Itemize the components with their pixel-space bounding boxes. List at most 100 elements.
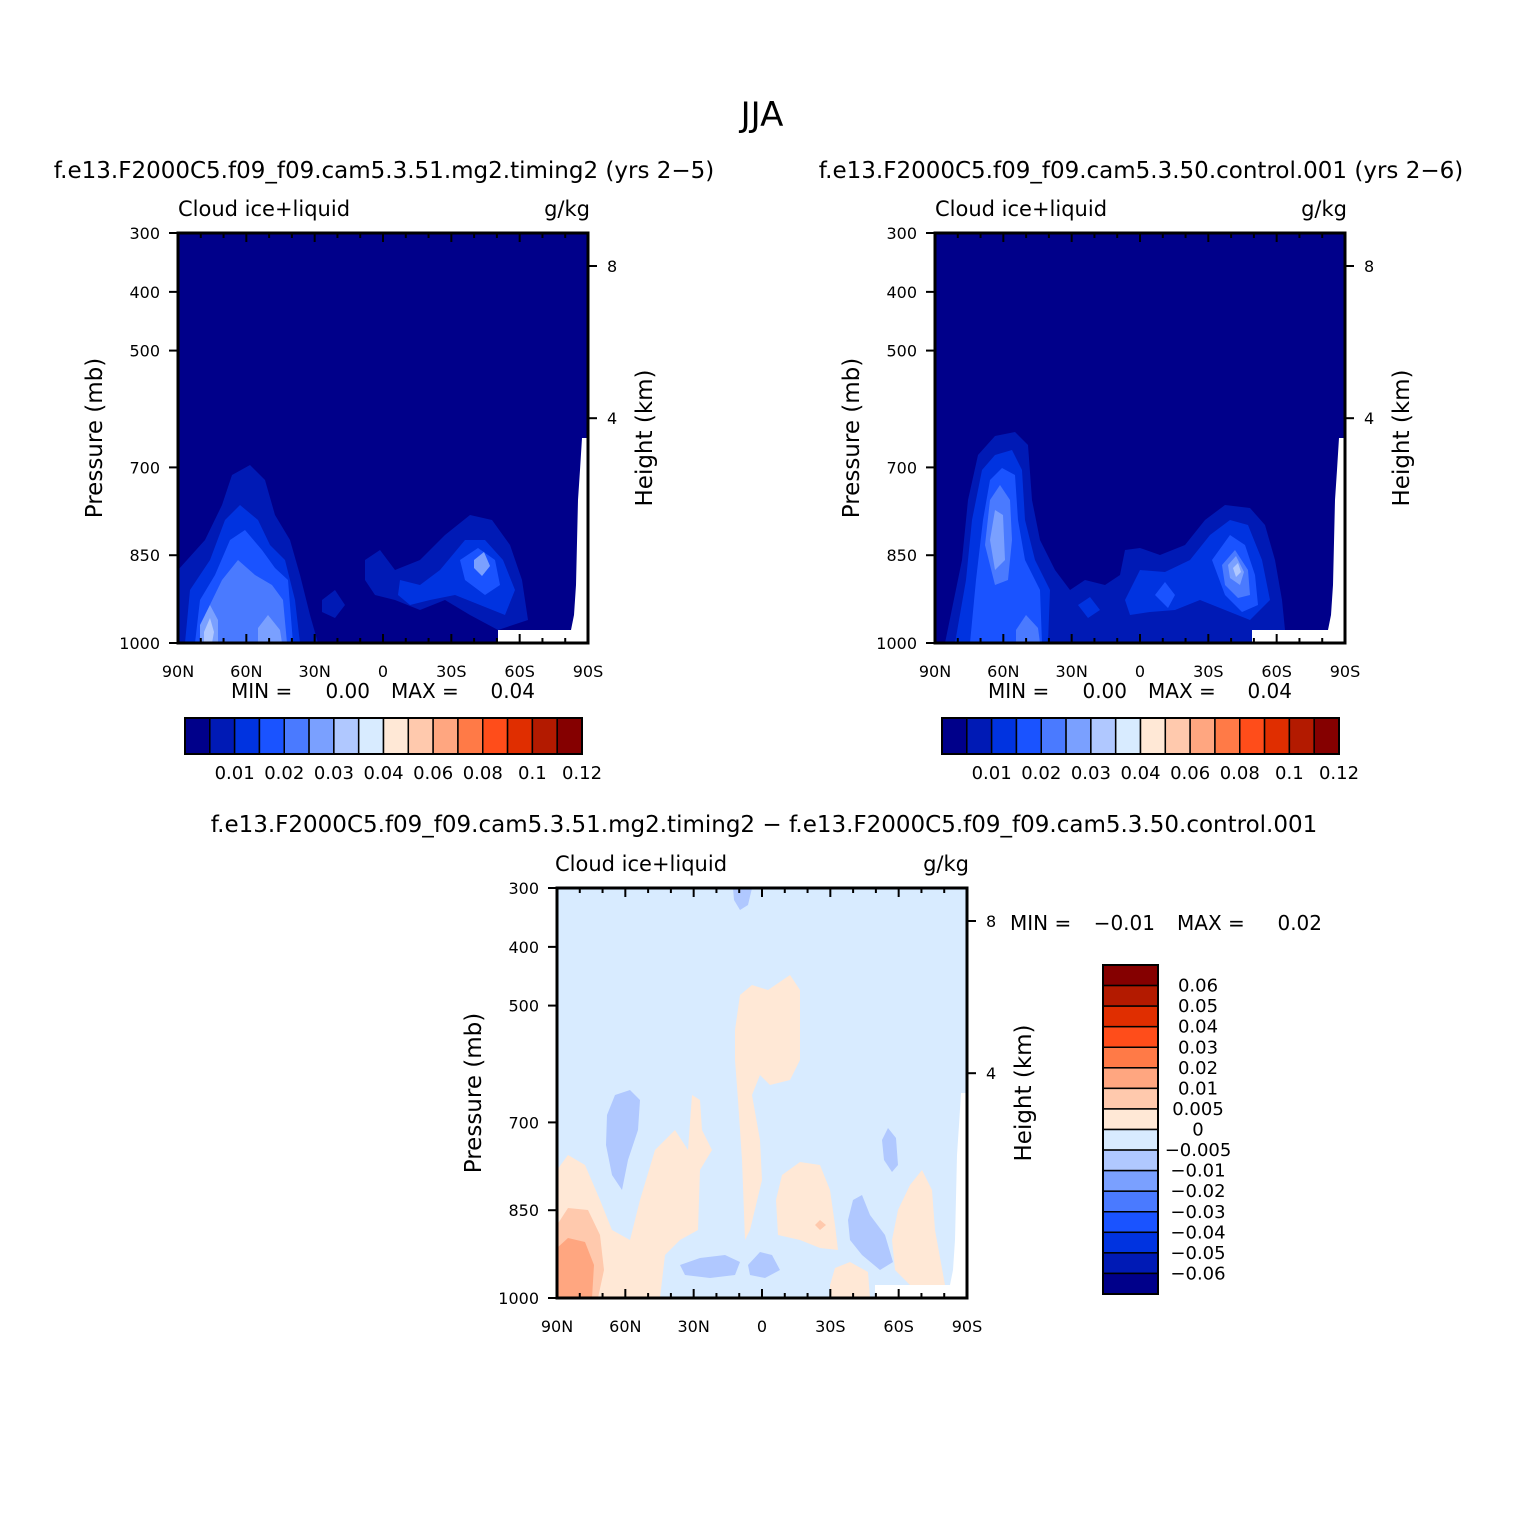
colorbar-label: 0.03 [1178,1037,1218,1058]
colorbar-swatch [1114,717,1142,755]
x-tick-label: 30N [299,662,331,681]
contour-band [1016,615,1040,643]
colorbar-swatch [1102,1169,1159,1192]
colorbar-swatch [1102,1067,1159,1090]
contour-band [892,1170,945,1285]
y-tick-label: 300 [886,224,917,243]
panel-2-title: f.e13.F2000C5.f09_f09.cam5.3.50.control.… [819,158,1463,184]
colorbar-swatch [457,717,484,755]
y-tick-label: 1000 [498,1289,539,1308]
contour-band [606,1090,640,1190]
colorbar-frame [941,717,1340,755]
x-tick-label: 90S [573,662,604,681]
contour-band [204,618,214,643]
panel-3-max-label: MAX = [1177,911,1245,935]
colorbar-label: 0.06 [1178,976,1218,997]
colorbar-swatch [1102,1190,1159,1213]
contour-band [776,1162,838,1250]
colorbar-swatch [482,717,509,755]
colorbar-swatch [1102,984,1159,1007]
x-tick-label: 30S [436,662,467,681]
colorbar-swatch [506,717,534,755]
panel-3-max-value: 0.02 [1277,911,1322,935]
colorbar-label: −0.01 [1170,1161,1225,1182]
colorbar-swatch [233,717,261,755]
panel-2-max-label: MAX = [1148,679,1216,703]
colorbar-label: −0.05 [1170,1243,1225,1264]
colorbar-label: 0.06 [413,763,453,784]
panel-3-ylabel: Pressure (mb) [461,1013,487,1173]
missing-data [1328,438,1345,630]
colorbar-swatch [1139,717,1167,755]
panel-1-max-label: MAX = [391,679,459,703]
x-tick-label: 90N [541,1317,573,1336]
colorbar-label: 0.01 [972,763,1012,784]
panel-1-units-label: g/kg [544,197,590,221]
colorbar-swatch [308,717,335,755]
panel-1-colorbar: 0.01 0.02 0.03 0.04 0.06 0.08 0.1 0.12 [184,717,602,784]
colorbar-swatch [1102,1046,1159,1069]
y-tick-label: 400 [129,283,160,302]
colorbar-label: 0.08 [1220,763,1260,784]
colorbar-label: 0.02 [264,763,304,784]
panel-1-ylabel: Pressure (mb) [82,358,108,518]
panel-2-units-label: g/kg [1301,197,1347,221]
y-tick-label: 500 [129,342,160,361]
colorbar-swatch [1102,1025,1159,1048]
y-tick-label: 850 [508,1201,539,1220]
contour-band [1233,563,1241,577]
colorbar-label: 0.1 [518,763,547,784]
colorbar-label: 0.12 [562,763,602,784]
colorbar-label: 0.1 [1275,763,1304,784]
colorbar-label: 0.05 [1178,996,1218,1017]
panel-3-colorbar: 0.060.050.040.030.020.010.0050−0.005−0.0… [1102,964,1232,1295]
y-tick-label: 1000 [876,634,917,653]
colorbar-swatch [184,717,211,755]
contour-band [680,1255,740,1278]
contour-band [815,1220,826,1230]
x-tick-label: 0 [757,1317,767,1336]
contour-band [848,1195,893,1270]
colorbar-label: 0.005 [1172,1099,1224,1120]
y2-tick-label: 4 [1364,409,1374,428]
y-tick-label: 700 [129,458,160,477]
contour-band [258,615,282,643]
x-tick-label: 60S [1261,662,1292,681]
colorbar-swatch [357,717,385,755]
y-tick-label: 400 [508,938,539,957]
colorbar-swatch [333,717,360,755]
colorbar-swatch [1102,964,1159,987]
colorbar-label: 0.04 [363,763,403,784]
colorbar-label: 0.01 [1178,1078,1218,1099]
y2-tick-label: 8 [1364,257,1374,276]
x-tick-label: 90S [1330,662,1361,681]
panel-1-variable-label: Cloud ice+liquid [178,197,350,221]
panel-3-title: f.e13.F2000C5.f09_f09.cam5.3.51.mg2.timi… [211,812,1318,838]
contour-band [990,510,1005,570]
colorbar-label: 0.06 [1170,763,1210,784]
colorbar-swatch [1065,717,1092,755]
contour-band [735,975,800,1240]
panel-1-contours [178,438,588,643]
y-tick-label: 300 [129,224,160,243]
panel-3-y2label: Height (km) [1011,1024,1037,1161]
colorbar-label: −0.005 [1165,1140,1232,1161]
x-tick-label: 90S [952,1317,983,1336]
colorbar-label: 0.03 [1071,763,1111,784]
y-tick-label: 300 [508,879,539,898]
panel-1-min-label: MIN = [231,679,292,703]
colorbar-swatch [966,717,993,755]
colorbar-label: −0.04 [1170,1222,1225,1243]
figure-title: JJA [739,95,784,135]
x-tick-label: 60N [987,662,1019,681]
x-tick-label: 30S [815,1317,846,1336]
x-tick-label: 30N [678,1317,710,1336]
panel-2-axes: 90N 60N 30N 0 30S 60S 90S 300 400 500 700 850 1000 8 4 [876,224,1374,681]
contour-band [748,1252,780,1278]
colorbar-swatch [1164,717,1191,755]
panel-2-min-value: 0.00 [1082,679,1127,703]
colorbar-swatch [1102,1005,1159,1028]
panel-3-min-label: MIN = [1010,911,1071,935]
contour-band [882,1128,898,1172]
colorbar-label: 0.01 [215,763,255,784]
